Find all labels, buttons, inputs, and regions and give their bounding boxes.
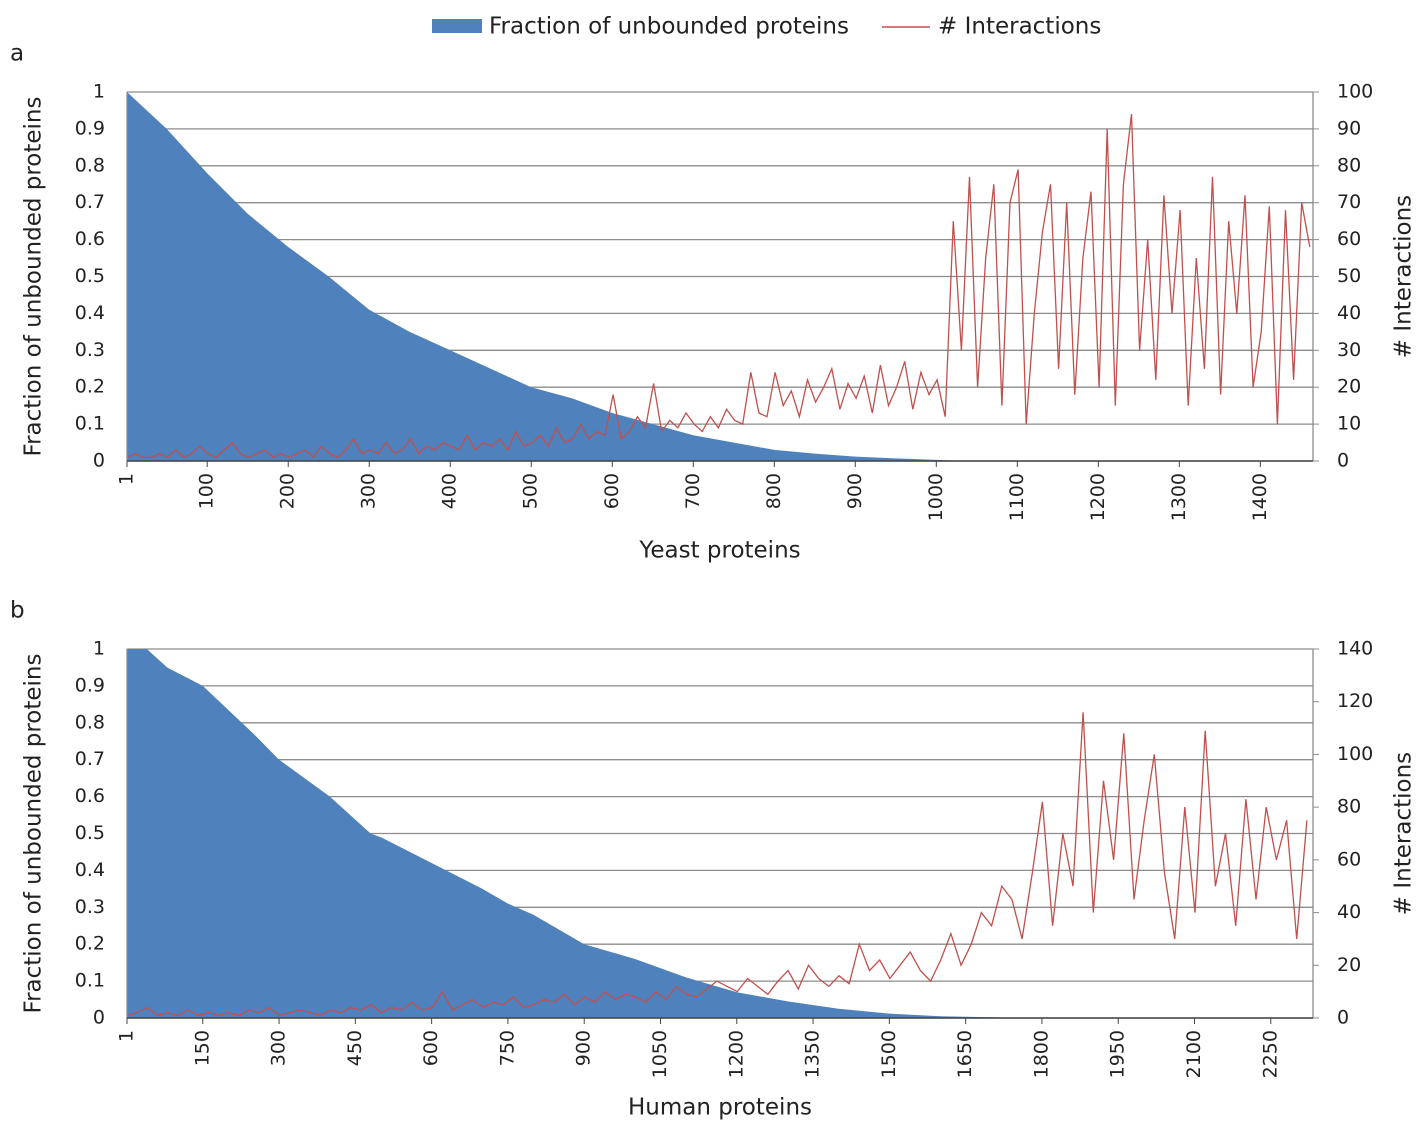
x-tick-label: 2250	[1259, 1030, 1281, 1078]
x-tick-label: 1950	[1107, 1030, 1129, 1078]
x-tick-label: 1800	[1030, 1030, 1052, 1078]
x-tick-label: 1650	[954, 1030, 976, 1078]
y-tick-label: 0.3	[75, 896, 105, 918]
x-tick-label: 100	[196, 473, 218, 509]
y-tick-label: 0.4	[75, 302, 105, 324]
y-tick-label: 0.9	[75, 674, 105, 696]
y2-tick-label: 70	[1337, 191, 1361, 213]
x-tick-label: 500	[520, 473, 542, 509]
y2-tick-label: 100	[1337, 81, 1373, 103]
line	[126, 114, 1311, 459]
x-tick-label: 300	[358, 473, 380, 509]
x-tick-label: 750	[496, 1030, 518, 1066]
y2-tick-label: 90	[1337, 117, 1361, 139]
y2-axis-title: # Interactions	[1391, 195, 1417, 358]
x-tick-label: 1000	[925, 473, 947, 521]
x-tick-label: 1200	[725, 1030, 747, 1078]
area	[127, 92, 969, 461]
y2-tick-label: 140	[1337, 638, 1373, 660]
y-tick-label: 0.5	[75, 265, 105, 287]
y-tick-label: 0.8	[75, 711, 105, 733]
y2-tick-label: 0	[1337, 450, 1349, 472]
x-tick-label: 900	[844, 473, 866, 509]
y-tick-label: 0.6	[75, 228, 105, 250]
y-tick-label: 0.7	[75, 748, 105, 770]
y2-tick-label: 60	[1337, 848, 1361, 870]
y2-tick-label: 60	[1337, 228, 1361, 250]
x-tick-label: 800	[763, 473, 785, 509]
x-tick-label: 1050	[649, 1030, 671, 1078]
y2-tick-label: 20	[1337, 376, 1361, 398]
y-tick-label: 0	[93, 1007, 105, 1029]
y2-tick-label: 20	[1337, 954, 1361, 976]
x-tick-label: 1300	[1168, 473, 1190, 521]
line	[126, 712, 1308, 1017]
y-tick-label: 0.1	[75, 970, 105, 992]
legend-swatch	[432, 19, 482, 33]
x-tick-label: 1350	[802, 1030, 824, 1078]
x-tick-label: 1100	[1006, 473, 1028, 521]
x-tick-label: 2100	[1183, 1030, 1205, 1078]
x-tick-label: 400	[439, 473, 461, 509]
y-tick-label: 0.9	[75, 117, 105, 139]
panel-label: a	[10, 41, 24, 67]
panel-label: b	[10, 598, 25, 624]
y2-tick-label: 80	[1337, 154, 1361, 176]
x-tick-label: 450	[344, 1030, 366, 1066]
y-tick-label: 0.4	[75, 859, 105, 881]
y-tick-label: 0.2	[75, 376, 105, 398]
x-tick-label: 300	[268, 1030, 290, 1066]
y2-tick-label: 0	[1337, 1007, 1349, 1029]
y2-tick-label: 30	[1337, 339, 1361, 361]
y-tick-label: 0.1	[75, 413, 105, 435]
y2-tick-label: 80	[1337, 796, 1361, 818]
x-tick-label: 200	[277, 473, 299, 509]
x-axis-title: Human proteins	[628, 1095, 812, 1121]
y-tick-label: 0.2	[75, 933, 105, 955]
y-tick-label: 0.8	[75, 154, 105, 176]
y-tick-label: 0.5	[75, 822, 105, 844]
x-tick-label: 1200	[1087, 473, 1109, 521]
x-tick-label: 600	[420, 1030, 442, 1066]
x-tick-label: 150	[191, 1030, 213, 1066]
y2-tick-label: 50	[1337, 265, 1361, 287]
legend-label: # Interactions	[938, 14, 1101, 40]
area	[127, 649, 1032, 1018]
y2-tick-label: 40	[1337, 901, 1361, 923]
y2-tick-label: 120	[1337, 690, 1373, 712]
y2-tick-label: 40	[1337, 302, 1361, 324]
x-tick-label: 1500	[878, 1030, 900, 1078]
x-tick-label: 700	[682, 473, 704, 509]
y-axis-title: Fraction of unbounded proteins	[21, 654, 47, 1014]
x-tick-label: 1	[116, 473, 138, 485]
x-tick-label: 1	[116, 1030, 138, 1042]
x-axis-title: Yeast proteins	[638, 538, 800, 564]
x-tick-label: 900	[573, 1030, 595, 1066]
x-tick-label: 1400	[1249, 473, 1271, 521]
x-tick-label: 600	[601, 473, 623, 509]
y-tick-label: 0	[93, 450, 105, 472]
y-axis-title: Fraction of unbounded proteins	[21, 97, 47, 457]
y-tick-label: 0.7	[75, 191, 105, 213]
y-tick-label: 1	[93, 81, 105, 103]
y2-tick-label: 10	[1337, 413, 1361, 435]
y2-axis-title: # Interactions	[1391, 752, 1417, 915]
y-tick-label: 1	[93, 638, 105, 660]
y-tick-label: 0.6	[75, 785, 105, 807]
y-tick-label: 0.3	[75, 339, 105, 361]
legend-label: Fraction of unbounded proteins	[489, 14, 849, 40]
y2-tick-label: 100	[1337, 743, 1373, 765]
